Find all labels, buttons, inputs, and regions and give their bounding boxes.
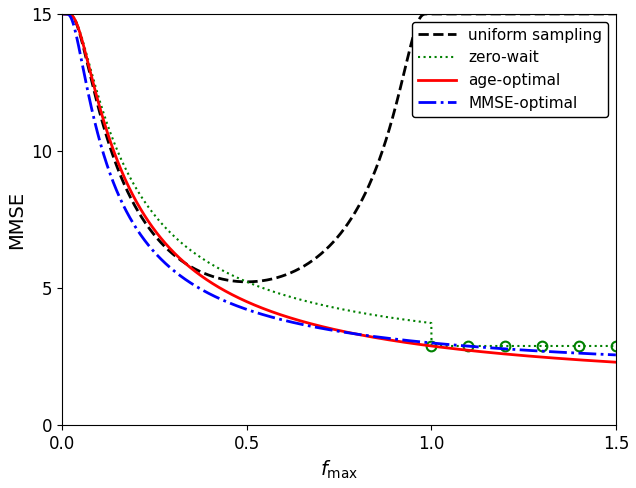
Y-axis label: MMSE: MMSE — [7, 191, 26, 249]
age-optimal — [160, 238, 167, 244]
age-optimal — [612, 359, 619, 365]
uniform sampling — [419, 12, 427, 18]
zero-wait — [160, 223, 167, 228]
age-optimal — [59, 11, 67, 17]
zero-wait — [391, 315, 398, 321]
zero-wait — [514, 343, 522, 349]
uniform sampling — [612, 11, 619, 17]
age-optimal — [418, 342, 426, 348]
Line: uniform sampling: uniform sampling — [63, 14, 616, 282]
MMSE-optimal — [270, 315, 278, 321]
age-optimal — [472, 348, 480, 354]
uniform sampling — [391, 107, 399, 113]
uniform sampling — [243, 279, 251, 285]
MMSE-optimal — [472, 344, 480, 350]
zero-wait — [270, 289, 278, 295]
zero-wait — [59, 11, 67, 17]
uniform sampling — [59, 11, 67, 17]
Line: age-optimal: age-optimal — [63, 14, 616, 362]
MMSE-optimal — [514, 347, 522, 353]
zero-wait — [427, 343, 435, 349]
age-optimal — [514, 352, 522, 358]
MMSE-optimal — [59, 11, 67, 17]
MMSE-optimal — [612, 352, 619, 358]
zero-wait — [472, 343, 480, 349]
uniform sampling — [472, 11, 480, 17]
zero-wait — [612, 343, 619, 349]
Line: MMSE-optimal: MMSE-optimal — [63, 14, 616, 355]
MMSE-optimal — [418, 339, 426, 345]
X-axis label: $f_{\rm max}$: $f_{\rm max}$ — [320, 459, 358, 481]
MMSE-optimal — [160, 259, 167, 264]
uniform sampling — [270, 275, 278, 281]
Line: zero-wait: zero-wait — [63, 14, 616, 346]
uniform sampling — [160, 243, 167, 248]
MMSE-optimal — [391, 336, 398, 342]
Legend: uniform sampling, zero-wait, age-optimal, MMSE-optimal: uniform sampling, zero-wait, age-optimal… — [411, 21, 608, 117]
age-optimal — [270, 310, 278, 316]
uniform sampling — [514, 11, 522, 17]
zero-wait — [418, 319, 426, 325]
age-optimal — [391, 338, 398, 344]
